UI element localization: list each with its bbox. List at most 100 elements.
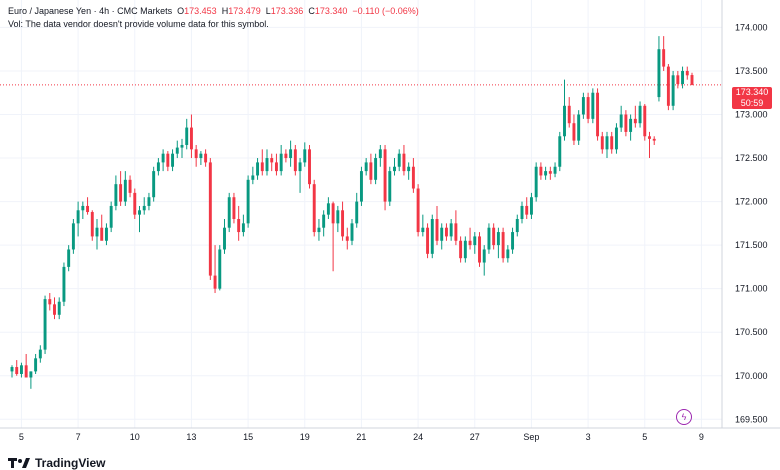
candle-body bbox=[265, 158, 269, 172]
candle bbox=[364, 158, 368, 176]
y-tick-label: 172.500 bbox=[735, 153, 768, 163]
price-axis[interactable]: 174.000 173.500 173.000 172.500 172.000 171.5… bbox=[721, 0, 768, 428]
candle bbox=[501, 227, 505, 263]
candle bbox=[161, 149, 165, 172]
symbol-legend: Euro / Japanese Yen · 4h · CMC Markets O… bbox=[8, 6, 419, 16]
candle-body bbox=[350, 223, 354, 241]
candle-body bbox=[138, 210, 141, 215]
candle-body bbox=[591, 92, 595, 119]
candle bbox=[185, 118, 189, 150]
candle-body bbox=[119, 184, 123, 202]
candle bbox=[57, 297, 61, 320]
candle-body bbox=[383, 149, 387, 202]
candle-body bbox=[57, 301, 61, 315]
candle-body bbox=[473, 236, 477, 246]
candle-body bbox=[544, 171, 548, 176]
candle-body bbox=[643, 105, 647, 137]
candle bbox=[397, 149, 401, 172]
candle bbox=[539, 162, 543, 180]
candle-body bbox=[293, 149, 297, 172]
candle-body bbox=[614, 127, 618, 150]
y-tick-label: 171.500 bbox=[735, 240, 768, 250]
candles-layer bbox=[10, 36, 694, 389]
candle bbox=[298, 158, 302, 193]
candle-body bbox=[48, 299, 52, 305]
candle bbox=[15, 360, 19, 376]
candle bbox=[577, 110, 581, 145]
candle bbox=[681, 66, 685, 89]
candle bbox=[572, 114, 576, 145]
candle-body bbox=[100, 227, 104, 241]
candle bbox=[511, 227, 515, 254]
symbol-title[interactable]: Euro / Japanese Yen · 4h · CMC Markets bbox=[8, 6, 173, 16]
candle-body bbox=[454, 223, 458, 241]
volume-note: Vol: The data vendor doesn't provide vol… bbox=[8, 19, 269, 29]
candle-body bbox=[218, 249, 222, 289]
tradingview-logo[interactable]: TradingView bbox=[8, 456, 105, 470]
candle bbox=[643, 104, 647, 141]
candle bbox=[109, 201, 113, 233]
candle-body bbox=[666, 66, 670, 106]
candle bbox=[326, 197, 330, 219]
candle bbox=[246, 175, 250, 228]
candle bbox=[652, 136, 656, 145]
candle-body bbox=[459, 240, 463, 259]
candle-body bbox=[605, 136, 609, 150]
candle-body bbox=[341, 210, 345, 237]
candle bbox=[270, 153, 274, 172]
candle-body bbox=[303, 149, 307, 163]
lightning-icon[interactable]: ϟ bbox=[676, 409, 692, 425]
change-value: −0.110 (−0.06%) bbox=[352, 6, 419, 16]
candle bbox=[544, 166, 548, 180]
open-value: 173.453 bbox=[184, 6, 217, 16]
candle bbox=[548, 166, 552, 180]
candle bbox=[293, 144, 297, 176]
candle bbox=[605, 131, 609, 159]
candle-body bbox=[326, 203, 330, 215]
time-axis[interactable]: 5 7 10 13 15 19 21 24 27 Sep 3 5 9 bbox=[0, 427, 780, 442]
candle bbox=[563, 79, 566, 141]
candle-body bbox=[15, 367, 19, 375]
candle-body bbox=[322, 214, 326, 228]
candle bbox=[265, 149, 269, 176]
candle-body bbox=[76, 210, 80, 224]
candle bbox=[279, 144, 283, 176]
candle bbox=[274, 153, 278, 176]
candle-body bbox=[241, 223, 245, 233]
candle bbox=[114, 175, 118, 211]
candle-body bbox=[171, 153, 175, 167]
candle-body bbox=[133, 192, 137, 215]
candle bbox=[213, 245, 217, 294]
candle-body bbox=[355, 201, 359, 224]
candle bbox=[312, 179, 316, 237]
candle-body bbox=[548, 171, 552, 174]
candle-body bbox=[563, 105, 566, 137]
y-tick-label: 170.500 bbox=[735, 327, 768, 337]
candle bbox=[208, 158, 212, 280]
candle-body bbox=[289, 149, 293, 159]
open-label: O bbox=[177, 6, 185, 16]
candle bbox=[657, 36, 661, 102]
candle-body bbox=[444, 227, 448, 237]
candle-body bbox=[260, 162, 264, 172]
candle bbox=[421, 214, 425, 237]
candle bbox=[586, 92, 590, 124]
candle-body bbox=[104, 227, 108, 241]
candle-body bbox=[539, 166, 543, 176]
y-tick-label: 173.000 bbox=[735, 110, 768, 120]
bar-countdown: 50:59 bbox=[740, 98, 764, 108]
candle bbox=[350, 219, 354, 246]
candle bbox=[629, 114, 633, 141]
candle bbox=[100, 214, 104, 241]
candle bbox=[520, 201, 524, 224]
candle-body bbox=[251, 175, 255, 180]
candle bbox=[260, 149, 264, 176]
candle-body bbox=[194, 149, 198, 159]
candle bbox=[199, 151, 203, 166]
candle bbox=[194, 144, 198, 167]
candle bbox=[454, 210, 458, 246]
candle-body bbox=[567, 105, 571, 124]
candle bbox=[251, 166, 255, 185]
candle-body bbox=[38, 349, 42, 359]
